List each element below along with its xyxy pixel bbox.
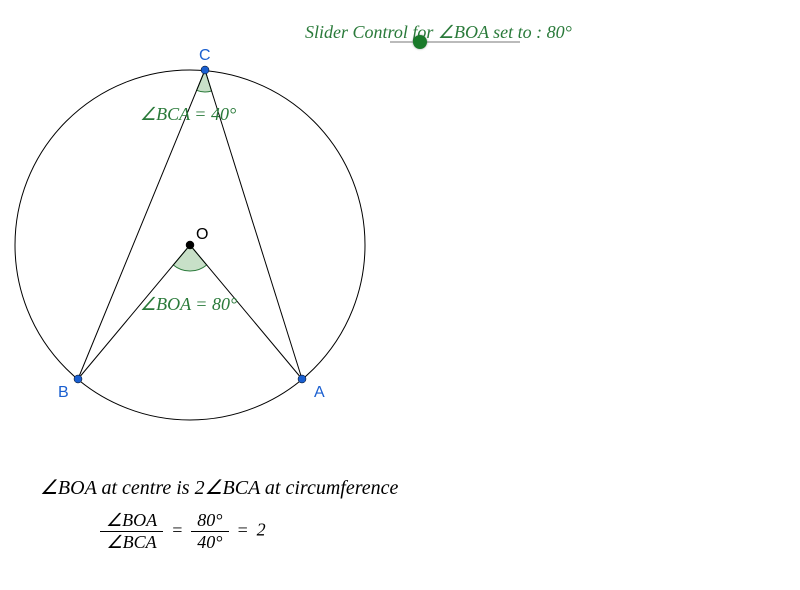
theorem-fraction: ∠BOA∠BCA=80°40°=2: [100, 510, 266, 553]
theorem-text-2: at circumference: [265, 477, 398, 499]
theorem-text-1: at centre is 2: [101, 477, 204, 499]
point-O[interactable]: [186, 241, 194, 249]
angle-label-boa: ∠BOA = 80°: [140, 294, 237, 314]
theorem-statement: ∠BOA at centre is 2∠BCA at circumference: [40, 475, 398, 500]
slider-title: Slider Control for ∠BOA set to : 80°: [305, 22, 572, 43]
frac-result: 2: [257, 520, 266, 540]
angle-label-bca: ∠BCA = 40°: [140, 104, 236, 124]
frac-den-2: 40°: [191, 532, 228, 554]
point-label-O: O: [196, 226, 208, 243]
frac-num-1: ∠BOA: [100, 510, 163, 532]
slider-handle[interactable]: [413, 35, 427, 49]
equals-2: =: [229, 520, 257, 540]
point-B[interactable]: [74, 375, 82, 383]
point-C[interactable]: [201, 66, 209, 74]
point-label-C: C: [199, 47, 211, 64]
slider-track[interactable]: [390, 41, 520, 43]
frac-den-1: ∠BCA: [100, 532, 163, 554]
point-label-B: B: [58, 384, 69, 401]
equals-1: =: [163, 520, 191, 540]
point-label-A: A: [314, 384, 325, 401]
point-A[interactable]: [298, 375, 306, 383]
theorem-angle-bca: ∠BCA: [205, 477, 265, 499]
theorem-angle-boa: ∠BOA: [40, 477, 101, 499]
frac-num-2: 80°: [191, 510, 228, 532]
geometry-canvas: O C A B ∠BCA = 40° ∠BOA = 80°: [0, 0, 800, 590]
